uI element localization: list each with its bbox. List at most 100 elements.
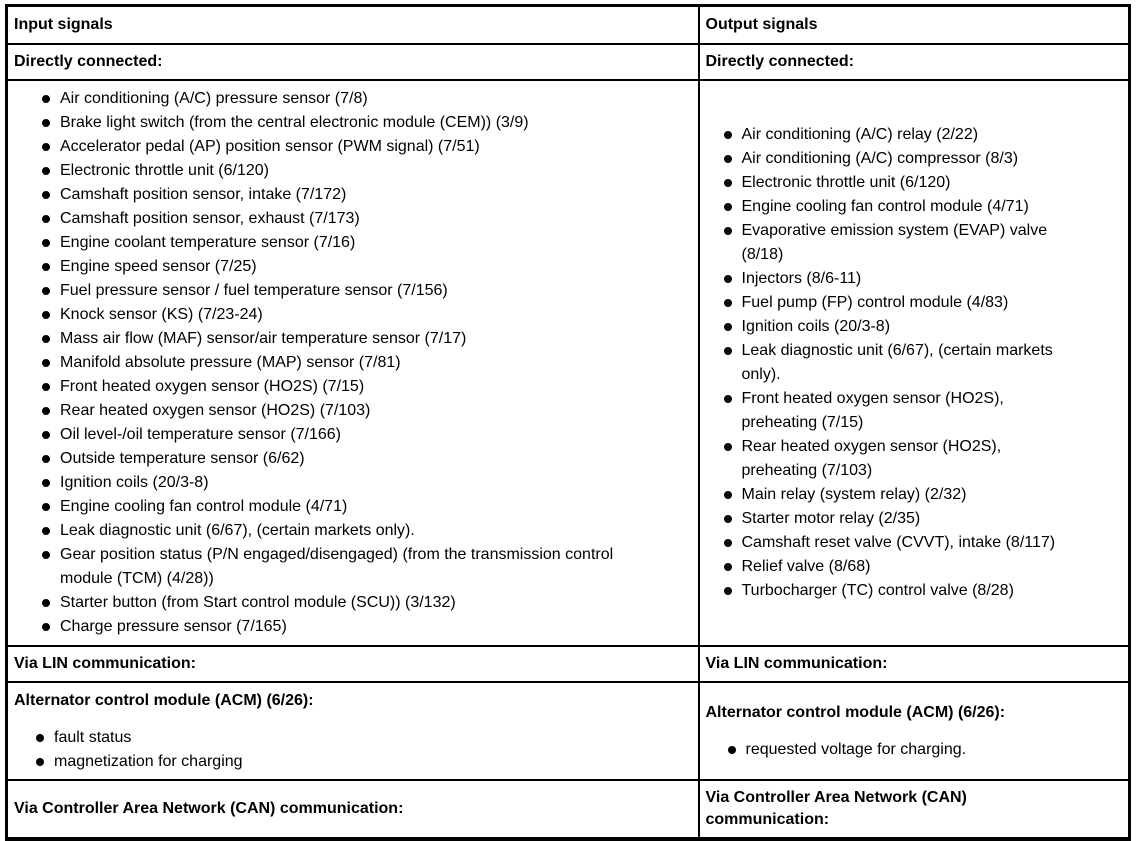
list-item-text: Fuel pressure sensor / fuel temperature … (60, 282, 448, 299)
bullet-icon (36, 757, 44, 766)
bullet-icon (42, 167, 50, 175)
input-can-label: Via Controller Area Network (CAN) commun… (5, 779, 700, 841)
list-item: Main relay (system relay) (2/32) (723, 483, 1123, 507)
bullet-icon (723, 275, 732, 283)
bullet-icon (36, 733, 44, 742)
list-item-text: Air conditioning (A/C) relay (2/22) (741, 126, 979, 143)
list-item: Engine cooling fan control module (4/71) (42, 495, 692, 519)
bullet-icon (42, 455, 50, 463)
output-acm-heading: Alternator control module (ACM) (6/26): (705, 703, 1006, 721)
bullet-icon (723, 131, 732, 139)
bullet-icon (42, 311, 50, 319)
list-item-text: Turbocharger (TC) control valve (8/28) (741, 582, 1014, 599)
list-item-text: Engine cooling fan control module (4/71) (60, 498, 348, 515)
bullet-icon (723, 179, 732, 187)
bullet-icon (42, 143, 50, 151)
output-signals-header: Output signals (697, 4, 1131, 45)
list-item: Gear position status (P/N engaged/diseng… (42, 543, 692, 591)
list-item: Front heated oxygen sensor (HO2S), prehe… (723, 387, 1123, 435)
list-item: Ignition coils (20/3-8) (723, 315, 1123, 339)
list-item-text: Electronic throttle unit (6/120) (741, 174, 951, 191)
bullet-icon (42, 263, 50, 271)
list-item: Charge pressure sensor (7/165) (42, 615, 692, 639)
directly-connected-lists-row: Air conditioning (A/C) pressure sensor (… (5, 79, 1131, 647)
bullet-icon (42, 599, 50, 607)
list-item: Turbocharger (TC) control valve (8/28) (723, 579, 1123, 603)
list-item: Brake light switch (from the central ele… (42, 111, 692, 135)
list-item: Outside temperature sensor (6/62) (42, 447, 692, 471)
list-item: requested voltage for charging. (727, 738, 1123, 762)
list-item-text: Air conditioning (A/C) pressure sensor (… (60, 90, 368, 107)
list-item-text: Air conditioning (A/C) compressor (8/3) (741, 150, 1019, 167)
list-item-text: fault status (54, 728, 132, 746)
list-item: Electronic throttle unit (6/120) (42, 159, 692, 183)
list-item-text: Injectors (8/6-11) (741, 270, 862, 287)
bullet-icon (42, 287, 50, 295)
list-item-text: Gear position status (P/N engaged/diseng… (60, 546, 614, 587)
list-item: Fuel pump (FP) control module (4/83) (723, 291, 1123, 315)
bullet-icon (723, 155, 732, 163)
output-direct-list: Air conditioning (A/C) relay (2/22) Air c… (723, 123, 1123, 603)
list-item-text: Camshaft position sensor, intake (7/172) (60, 186, 347, 203)
list-item-text: Knock sensor (KS) (7/23-24) (60, 306, 263, 323)
lin-communication-row: Via LIN communication: Via LIN communica… (5, 645, 1131, 683)
list-item: Knock sensor (KS) (7/23-24) (42, 303, 692, 327)
list-item-text: Electronic throttle unit (6/120) (60, 162, 269, 179)
list-item: Rear heated oxygen sensor (HO2S), prehea… (723, 435, 1123, 483)
output-acm-list: requested voltage for charging. (727, 738, 1123, 762)
list-item: Camshaft position sensor, intake (7/172) (42, 183, 692, 207)
input-direct-list: Air conditioning (A/C) pressure sensor (… (42, 87, 692, 639)
bullet-icon (42, 503, 50, 511)
bullet-icon (42, 335, 50, 343)
list-item: magnetization for charging (36, 750, 692, 774)
list-item: Leak diagnostic unit (6/67), (certain ma… (723, 339, 1123, 387)
list-item: Air conditioning (A/C) relay (2/22) (723, 123, 1123, 147)
list-item-text: Relief valve (8/68) (741, 558, 871, 575)
bullet-icon (723, 395, 732, 403)
signals-table: Input signals Output signals Directly co… (5, 4, 1131, 841)
list-item-text: Leak diagnostic unit (6/67), (certain ma… (60, 522, 415, 539)
list-item-text: Engine cooling fan control module (4/71) (741, 198, 1029, 215)
bullet-icon (42, 239, 50, 247)
output-can-label: Via Controller Area Network (CAN) commun… (697, 779, 1131, 841)
bullet-icon (723, 227, 732, 235)
bullet-icon (723, 587, 732, 595)
list-item-text: Charge pressure sensor (7/165) (60, 618, 287, 635)
list-item-text: Mass air flow (MAF) sensor/air temperatu… (60, 330, 467, 347)
list-item-text: Ignition coils (20/3-8) (60, 474, 209, 491)
bullet-icon (42, 623, 50, 631)
output-directly-connected-label: Directly connected: (697, 43, 1131, 81)
list-item-text: Ignition coils (20/3-8) (741, 318, 891, 335)
list-item: Relief valve (8/68) (723, 555, 1123, 579)
output-lin-label: Via LIN communication: (697, 645, 1131, 683)
list-item-text: Engine speed sensor (7/25) (60, 258, 257, 275)
list-item-text: Engine coolant temperature sensor (7/16) (60, 234, 356, 251)
list-item-text: Outside temperature sensor (6/62) (60, 450, 305, 467)
acm-row: Alternator control module (ACM) (6/26): … (5, 681, 1131, 781)
list-item: Starter button (from Start control modul… (42, 591, 692, 615)
directly-connected-row: Directly connected: Directly connected: (5, 43, 1131, 81)
list-item-text: Evaporative emission system (EVAP) valve… (741, 222, 1048, 263)
list-item-text: Manifold absolute pressure (MAP) sensor … (60, 354, 401, 371)
bullet-icon (723, 563, 732, 571)
list-item: Starter motor relay (2/35) (723, 507, 1123, 531)
bullet-icon (42, 407, 50, 415)
bullet-icon (727, 745, 736, 754)
list-item: Air conditioning (A/C) compressor (8/3) (723, 147, 1123, 171)
list-item: Fuel pressure sensor / fuel temperature … (42, 279, 692, 303)
bullet-icon (723, 491, 732, 499)
list-item-text: Starter button (from Start control modul… (60, 594, 456, 611)
bullet-icon (723, 515, 732, 523)
list-item: Leak diagnostic unit (6/67), (certain ma… (42, 519, 692, 543)
bullet-icon (42, 359, 50, 367)
list-item-text: Camshaft position sensor, exhaust (7/173… (60, 210, 360, 227)
list-item-text: Fuel pump (FP) control module (4/83) (741, 294, 1009, 311)
input-direct-list-cell: Air conditioning (A/C) pressure sensor (… (5, 79, 700, 647)
list-item: Oil level-/oil temperature sensor (7/166… (42, 423, 692, 447)
input-directly-connected-label: Directly connected: (5, 43, 700, 81)
list-item: Rear heated oxygen sensor (HO2S) (7/103) (42, 399, 692, 423)
list-item: Manifold absolute pressure (MAP) sensor … (42, 351, 692, 375)
bullet-icon (723, 539, 732, 547)
input-signals-header: Input signals (5, 4, 700, 45)
list-item: Front heated oxygen sensor (HO2S) (7/15) (42, 375, 692, 399)
